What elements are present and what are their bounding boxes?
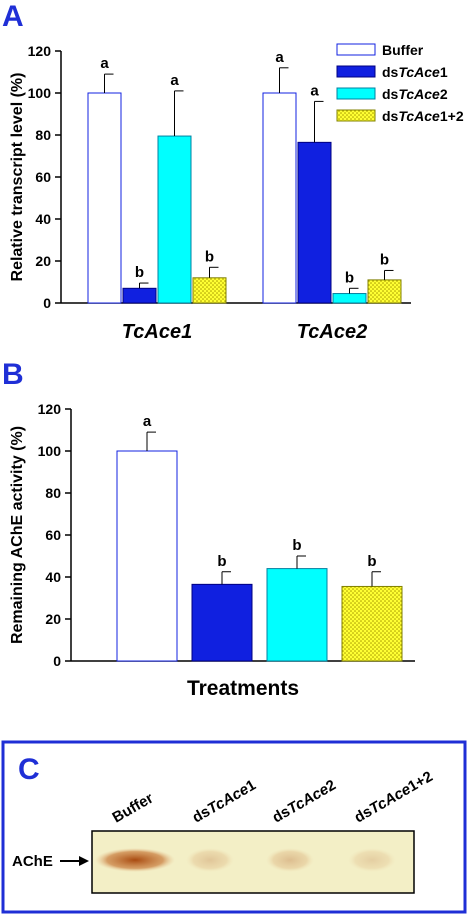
chart-b-y-tick-label: 60 — [45, 527, 61, 543]
chart-a-significance-letter: b — [345, 269, 354, 286]
chart-a-legend-label: dsTcAce2 — [382, 86, 448, 102]
legend-text-prefix: ds — [382, 86, 399, 102]
chart-a-legend-swatch — [336, 109, 376, 122]
panel-b-label: B — [2, 358, 24, 391]
chart-a-bar — [262, 92, 297, 304]
chart-a-y-tick-label: 60 — [35, 169, 51, 185]
chart-a-y-tick-label: 80 — [35, 127, 51, 143]
blot-lane-label: Buffer — [110, 790, 157, 827]
chart-b-y-tick-label: 80 — [45, 485, 61, 501]
blot-band — [348, 848, 396, 872]
legend-text-prefix: Buffer — [382, 42, 424, 58]
chart-b-bar — [266, 568, 328, 662]
chart-a-legend-swatch — [336, 87, 376, 100]
chart-a-legend-label: dsTcAce1 — [382, 64, 448, 80]
chart-a-significance-letter: a — [310, 82, 319, 99]
chart-b-y-tick-label: 0 — [53, 653, 61, 669]
lane-text-prefix: ds — [352, 803, 376, 826]
legend-text-suffix: 1 — [440, 64, 448, 80]
chart-a-significance-letter: a — [170, 72, 179, 89]
chart-a-significance-letter: b — [205, 248, 214, 265]
chart-a-bar — [297, 141, 332, 304]
chart-b-bar — [341, 585, 403, 662]
chart-a-significance-letter: b — [135, 264, 144, 281]
legend-text-gene: TcAce — [398, 108, 440, 124]
lane-text-gene: TcAce — [205, 781, 252, 818]
chart-a-legend-swatch — [336, 65, 376, 78]
legend-text-suffix: 2 — [440, 86, 448, 102]
lane-text-prefix: ds — [190, 803, 214, 826]
chart-a-significance-letter: a — [275, 49, 284, 66]
chart-a-y-tick-label: 120 — [28, 43, 52, 59]
panel-a-label: A — [2, 0, 24, 33]
chart-a-category-label: TcAce2 — [297, 321, 367, 343]
chart-a-y-tick-label: 40 — [35, 211, 51, 227]
blot-lane-label: dsTcAce2 — [270, 777, 339, 827]
chart-a-bar — [157, 135, 192, 304]
chart-a-bar — [192, 277, 227, 304]
chart-a-significance-letter: a — [100, 55, 109, 72]
chart-a-y-axis-title: Relative transcript level (%) — [9, 73, 26, 282]
blot-band — [266, 848, 314, 872]
chart-b-y-tick-label: 20 — [45, 611, 61, 627]
chart-a-y-tick-label: 20 — [35, 253, 51, 269]
legend-text-suffix: 1+2 — [440, 108, 464, 124]
chart-a-legend-swatch — [336, 43, 376, 56]
panel-c-label: C — [18, 753, 40, 786]
chart-b-significance-letter: b — [292, 537, 301, 554]
legend-text-prefix: ds — [382, 64, 399, 80]
blot-arrow-head — [79, 856, 89, 866]
chart-a-bar — [367, 279, 402, 304]
lane-text-prefix: ds — [270, 803, 294, 826]
chart-b-bar — [116, 450, 178, 662]
chart-a-bar — [332, 293, 367, 304]
chart-b-significance-letter: a — [143, 413, 152, 430]
blot-band — [186, 848, 234, 872]
legend-text-gene: TcAce — [398, 64, 440, 80]
chart-b-y-tick-label: 40 — [45, 569, 61, 585]
chart-b-significance-letter: b — [217, 553, 226, 570]
chart-a-legend-label: Buffer — [382, 42, 424, 58]
chart-b-y-tick-label: 120 — [38, 401, 62, 417]
chart-a-legend-label: dsTcAce1+2 — [382, 108, 464, 124]
legend-text-gene: TcAce — [398, 86, 440, 102]
chart-b-bar — [191, 583, 253, 662]
chart-b: 0 20 40 60 80 100 120 Remaining AChE activity (… — [9, 401, 415, 700]
chart-a-y-tick-label: 0 — [43, 295, 51, 311]
blot-lane-label: dsTcAce1+2 — [352, 768, 436, 826]
chart-b-y-axis-title: Remaining AChE activity (%) — [9, 426, 26, 644]
blot-band-label: AChE — [12, 853, 53, 870]
chart-a-bar — [87, 92, 122, 304]
lane-text-gene: TcAce — [285, 781, 332, 818]
chart-a-y-tick-label: 100 — [28, 85, 52, 101]
chart-b-x-axis-title: Treatments — [187, 677, 299, 700]
chart-a-category-label: TcAce1 — [122, 321, 192, 343]
chart-b-y-tick-label: 100 — [38, 443, 62, 459]
legend-text-prefix: ds — [382, 108, 399, 124]
chart-a-bar — [122, 287, 157, 304]
chart-b-significance-letter: b — [367, 553, 376, 570]
blot-band — [95, 848, 175, 872]
lane-text-gene: TcAce — [367, 781, 414, 818]
lane-text-prefix: Buffer — [110, 790, 157, 827]
panel-c-frame — [1, 740, 467, 914]
chart-a-significance-letter: b — [380, 251, 389, 268]
blot-lane-label: dsTcAce1 — [190, 777, 259, 827]
